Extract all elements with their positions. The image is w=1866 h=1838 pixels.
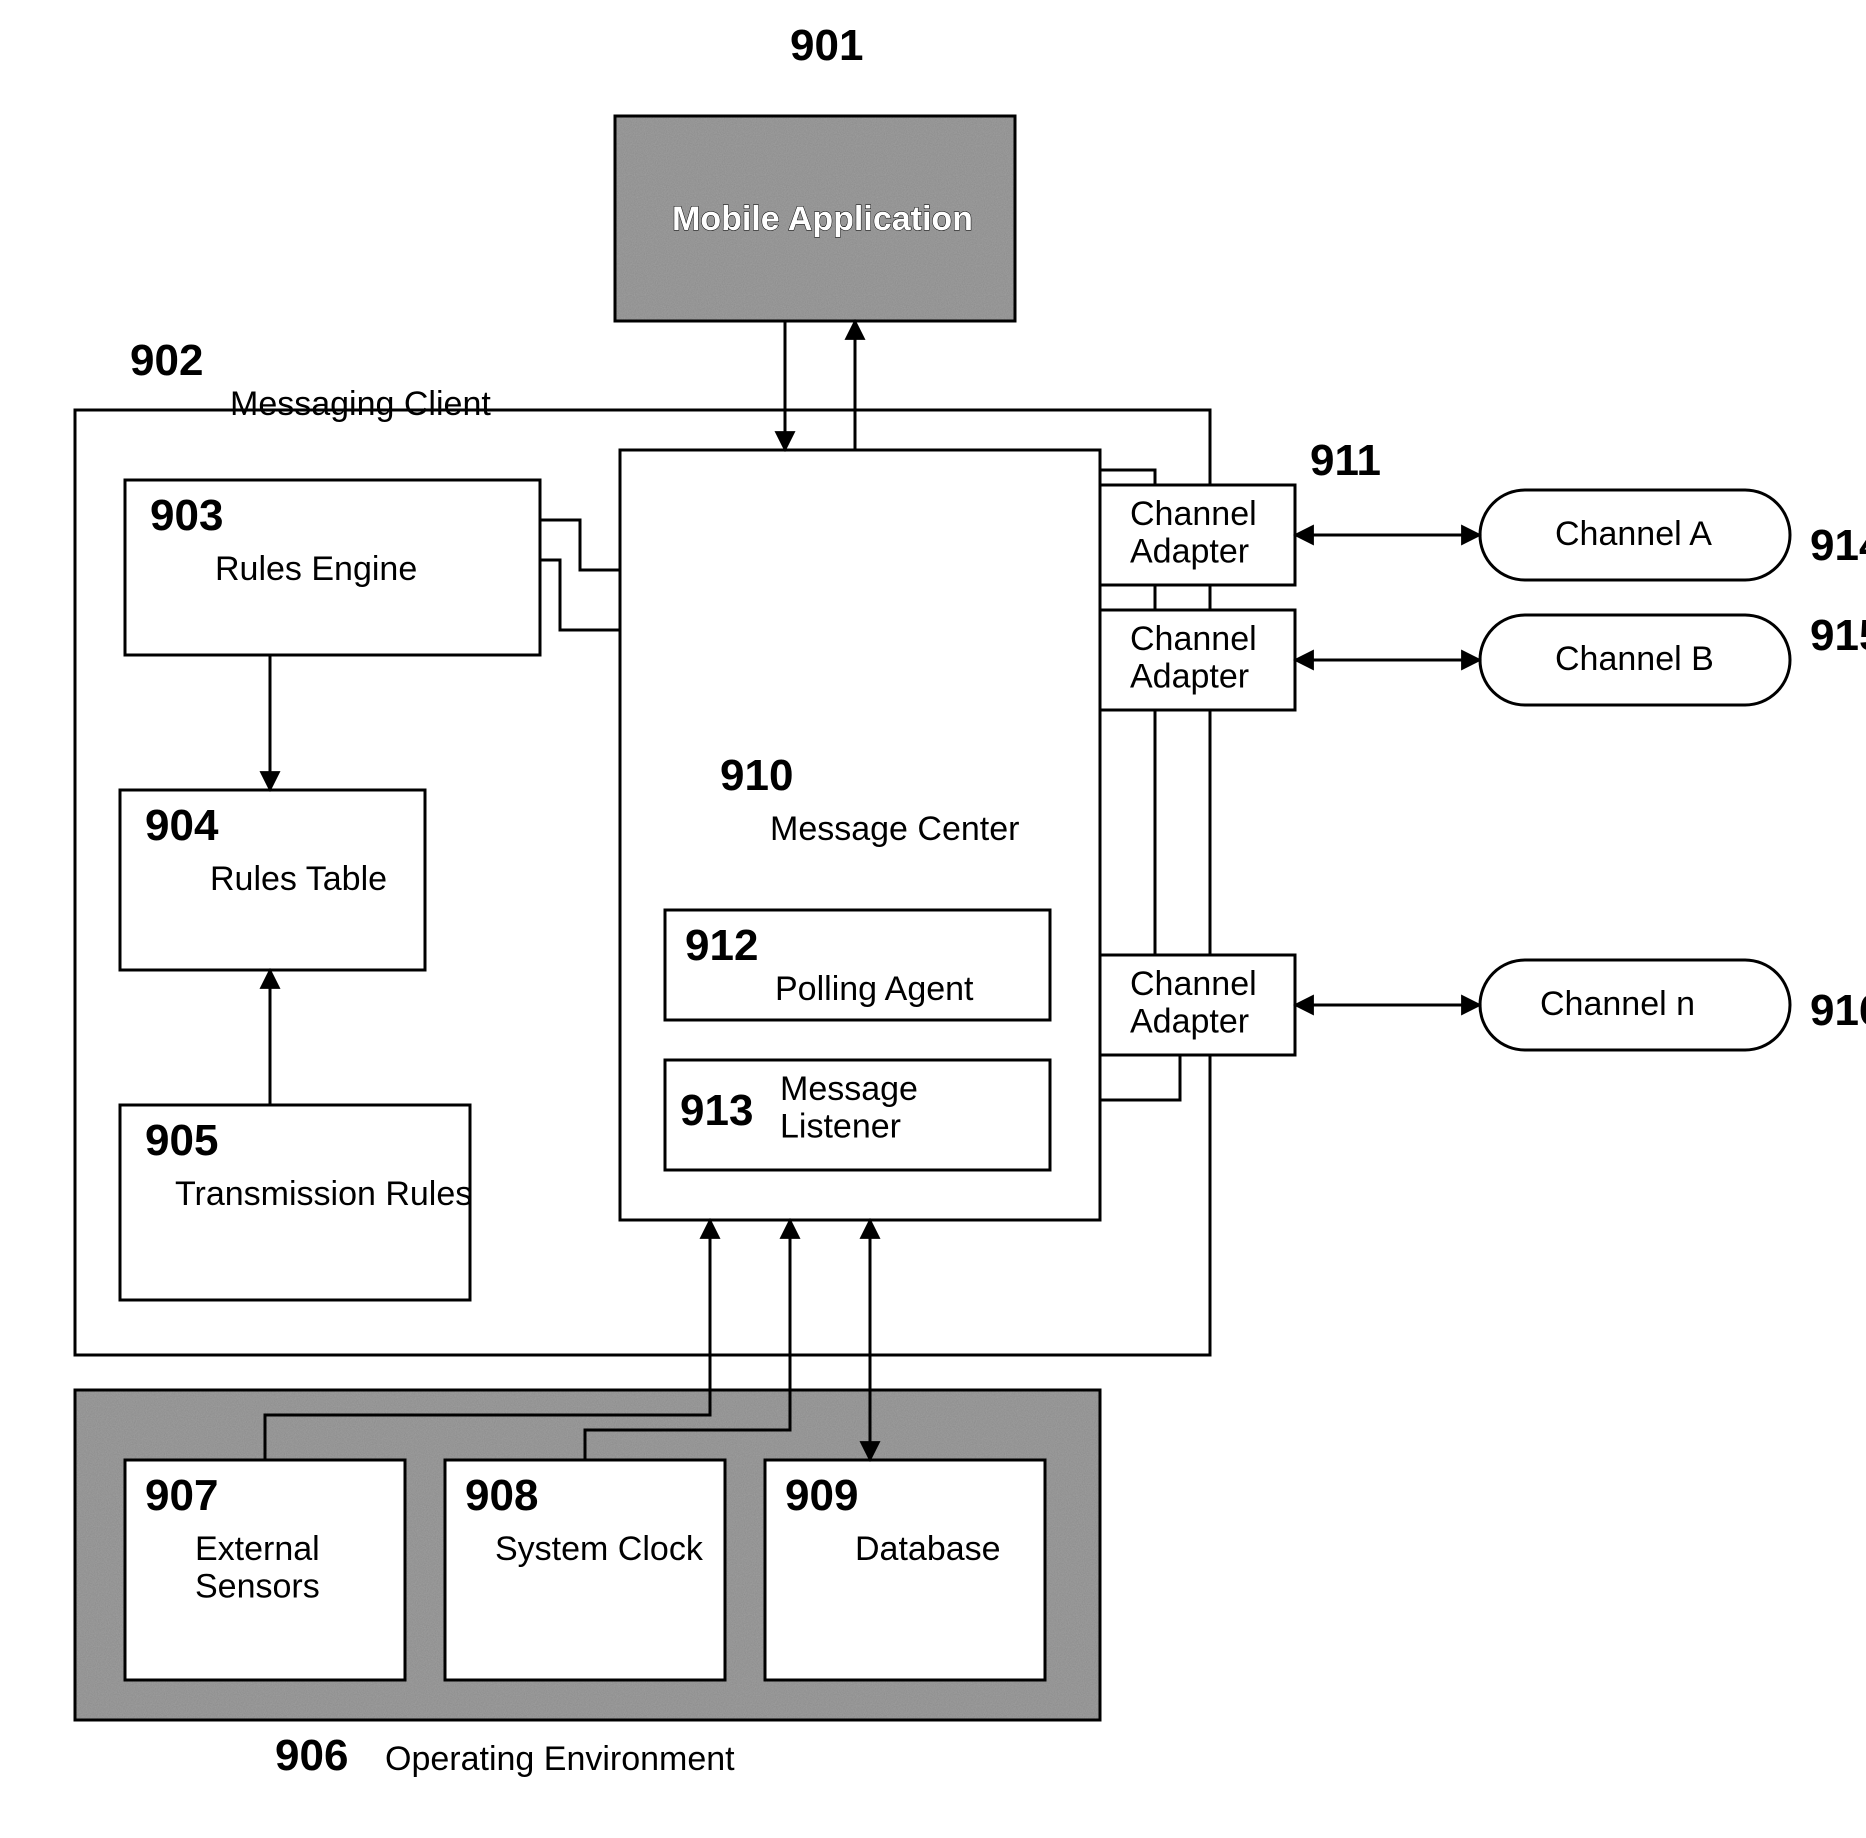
ref-907: 907	[145, 1471, 218, 1520]
label-907: ExternalSensors	[195, 1530, 320, 1605]
ref-910: 910	[720, 751, 793, 800]
ref-911: 911	[1310, 436, 1381, 485]
label-901: Mobile Application	[672, 200, 973, 238]
ref-913: 913	[680, 1086, 753, 1135]
ref-902: 902	[130, 336, 203, 385]
ref-908: 908	[465, 1471, 538, 1520]
label-904: Rules Table	[210, 860, 387, 898]
architecture-diagram: 901 Mobile Application 902 Messaging Client…	[0, 0, 1866, 1838]
label-914: Channel A	[1555, 515, 1712, 553]
ref-903: 903	[150, 491, 223, 540]
label-909: Database	[855, 1530, 1001, 1568]
label-903: Rules Engine	[215, 550, 417, 588]
label-905: Transmission Rules	[175, 1175, 472, 1213]
ref-912: 912	[685, 921, 758, 970]
ref-909: 909	[785, 1471, 858, 1520]
label-n911b: ChannelAdapter	[1130, 620, 1257, 695]
label-916: Channel n	[1540, 985, 1695, 1023]
label-912: Polling Agent	[775, 970, 974, 1008]
ref-905: 905	[145, 1116, 218, 1165]
label-910: Message Center	[770, 810, 1019, 848]
label-915: Channel B	[1555, 640, 1714, 678]
ref-915: 915	[1810, 611, 1866, 660]
ref-904: 904	[145, 801, 219, 850]
label-911: ChannelAdapter	[1130, 495, 1257, 570]
ref-914: 914	[1810, 521, 1866, 570]
label-913: MessageListener	[780, 1070, 918, 1145]
ref-901: 901	[790, 21, 863, 70]
label-n911c: ChannelAdapter	[1130, 965, 1257, 1040]
label-906: Operating Environment	[385, 1740, 735, 1778]
ref-906: 906	[275, 1731, 348, 1780]
label-908: System Clock	[495, 1530, 704, 1568]
label-902: Messaging Client	[230, 385, 491, 423]
ref-916: 916	[1810, 986, 1866, 1035]
